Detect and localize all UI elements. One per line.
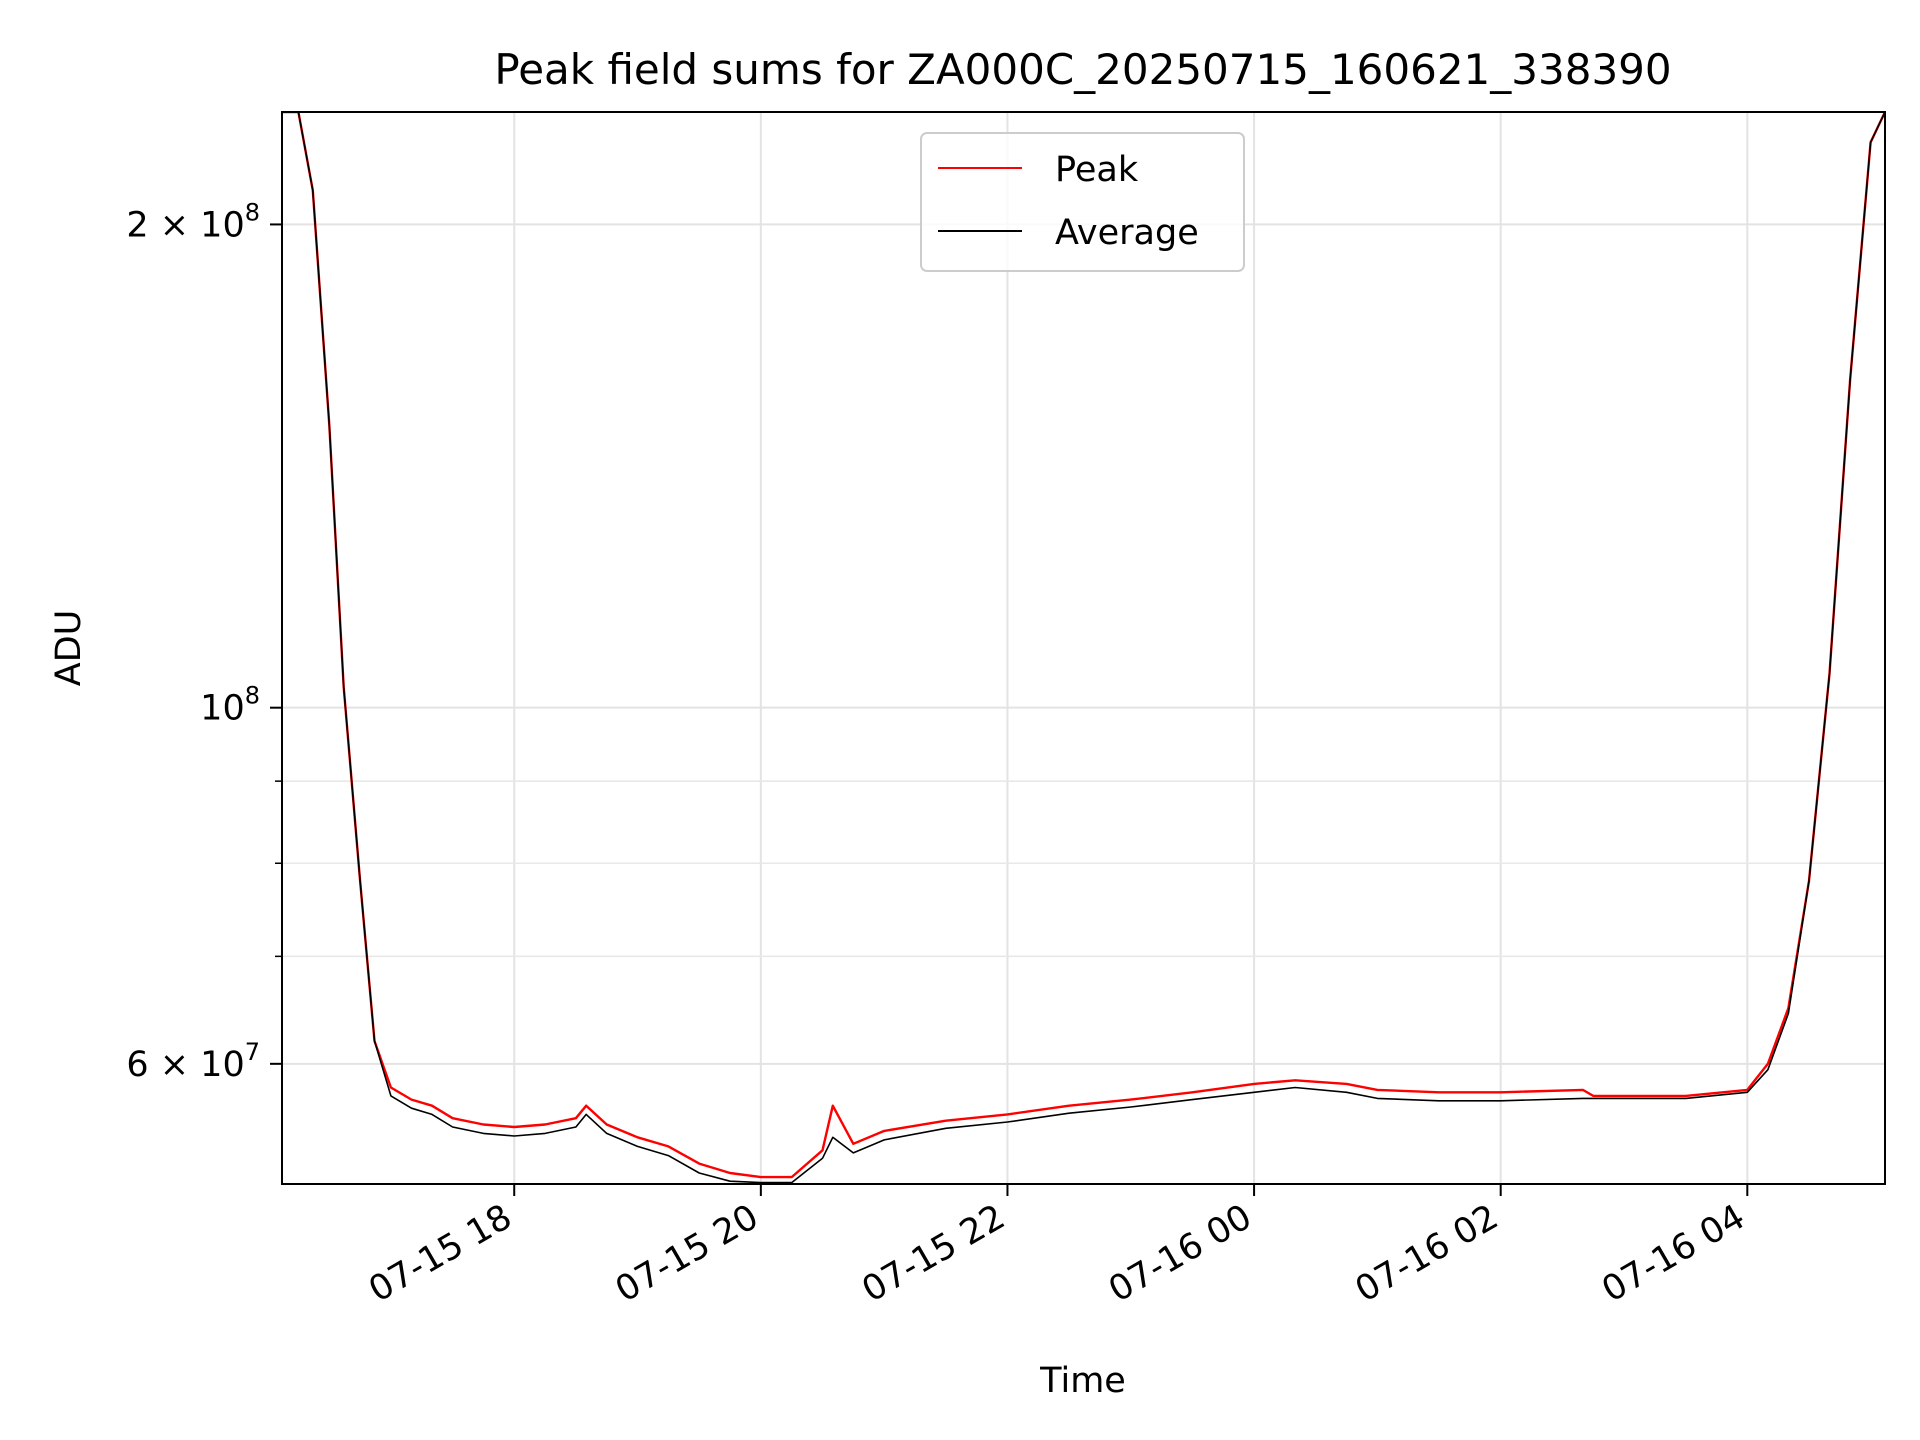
y-axis-label: ADU	[49, 610, 89, 687]
plot-series	[282, 112, 1885, 1184]
legend-label-average: Average	[1055, 213, 1199, 253]
series-line-average	[282, 112, 1885, 1184]
series-line-peak	[282, 112, 1885, 1179]
legend: Peak Average	[920, 132, 1245, 272]
y-tick-label: 108	[200, 682, 260, 729]
legend-label-peak: Peak	[1055, 150, 1139, 190]
y-axis: 2 × 108 108 6 × 107	[126, 198, 282, 1085]
x-axis-label: Time	[1039, 1361, 1126, 1401]
y-tick-label: 2 × 108	[126, 198, 260, 245]
chart-title: Peak field sums for ZA000C_20250715_1606…	[494, 45, 1671, 94]
y-tick-label: 6 × 107	[126, 1038, 260, 1085]
plot-frame	[281, 111, 1886, 1185]
